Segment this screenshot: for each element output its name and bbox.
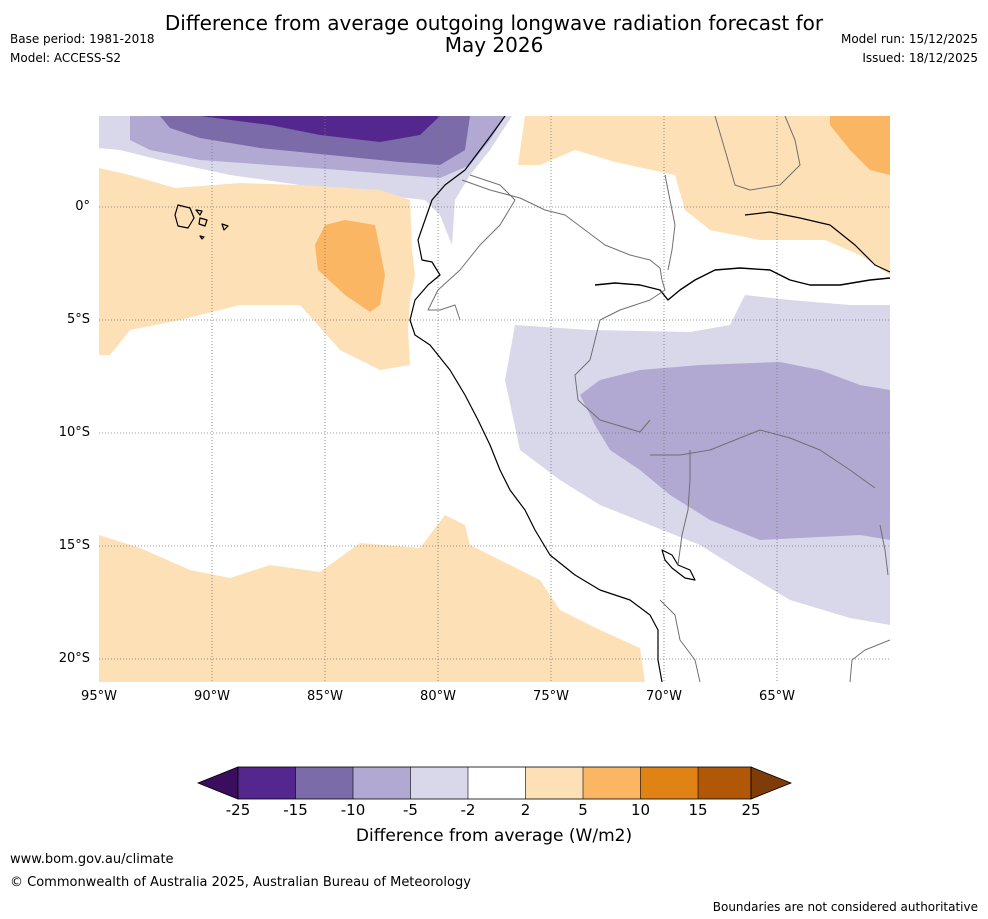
colorbar-tick: -10 <box>340 801 366 819</box>
base-period-label: Base period: 1981-2018 <box>10 32 155 46</box>
lon-label-90w: 90°W <box>194 689 230 704</box>
lon-label-80w: 80°W <box>420 689 456 704</box>
colorbar-segment-m15-m10 <box>295 767 353 799</box>
model-label: Model: ACCESS-S2 <box>10 51 122 65</box>
south-america-coastline <box>409 116 663 682</box>
fill-negative-deepest-north <box>200 116 440 142</box>
colorbar-segment-m5-m2 <box>410 767 468 799</box>
colorbar-label: Difference from average (W/m2) <box>355 826 633 846</box>
disclaimer-text: Boundaries are not considered authoritat… <box>712 900 978 914</box>
lat-label-0: 0° <box>75 199 90 214</box>
colorbar-tick: 10 <box>630 801 651 819</box>
colorbar-tick: 15 <box>688 801 708 819</box>
amazon-river <box>594 267 890 301</box>
graticule <box>99 116 890 682</box>
lat-label-5s: 5°S <box>66 312 90 327</box>
colorbar-tick: 2 <box>520 801 531 819</box>
lake-titicaca <box>661 549 696 581</box>
colorbar-tick: 5 <box>578 801 588 819</box>
fill-negative-mid-southeast <box>580 362 890 540</box>
colorbar-segment-m2-p2 <box>468 767 526 799</box>
colorbar-tick: -5 <box>403 801 418 819</box>
lat-label-20s: 20°S <box>58 651 90 666</box>
lon-label-85w: 85°W <box>307 689 343 704</box>
colorbar-tick: -2 <box>460 801 476 819</box>
model-run-label: Model run: 15/12/2025 <box>840 32 978 46</box>
colorbar-segment-p15-p25 <box>698 767 751 799</box>
title-line-1: Difference from average outgoing longwav… <box>164 11 824 35</box>
map-title: Difference from average outgoing longwav… <box>0 12 988 56</box>
fill-positive-southwest <box>99 515 645 682</box>
fill-positive-strong-pacific <box>315 220 385 312</box>
colorbar-overflow-triangle <box>750 766 793 800</box>
title-line-2: May 2026 <box>444 33 544 57</box>
map-fills <box>99 116 890 682</box>
lat-label-10s: 10°S <box>58 425 90 440</box>
lat-label-15s: 15°S <box>58 538 90 553</box>
issued-label: Issued: 18/12/2025 <box>862 51 978 65</box>
galapagos-islands <box>174 204 229 240</box>
colorbar <box>196 766 793 800</box>
fill-positive-strong-northeast <box>830 116 890 175</box>
colorbar-outline <box>237 766 752 800</box>
colorbar-segment-p10-p15 <box>640 767 698 799</box>
colorbar-segment-p5-p10 <box>583 767 641 799</box>
colorbar-segment-p2-p5 <box>525 767 583 799</box>
colorbar-tick: -25 <box>225 801 251 819</box>
copyright-text: © Commonwealth of Australia 2025, Austra… <box>10 875 471 890</box>
lon-label-65w: 65°W <box>759 689 795 704</box>
lon-label-70w: 70°W <box>646 689 682 704</box>
fill-positive-pacific <box>99 168 415 370</box>
colorbar-dividers <box>295 767 699 799</box>
fill-positive-northeast <box>518 116 890 275</box>
country-borders <box>427 116 890 682</box>
northern-river <box>744 211 890 273</box>
colorbar-tick: 25 <box>741 801 761 819</box>
lon-label-75w: 75°W <box>533 689 569 704</box>
bom-url-link[interactable]: www.bom.gov.au/climate <box>10 852 174 867</box>
lon-label-95w: 95°W <box>81 689 117 704</box>
colorbar-segment-m25-m15 <box>238 767 296 799</box>
colorbar-tick: -15 <box>283 801 308 819</box>
colorbar-underflow-triangle <box>196 766 239 800</box>
colorbar-segment-m10-m5 <box>353 767 411 799</box>
